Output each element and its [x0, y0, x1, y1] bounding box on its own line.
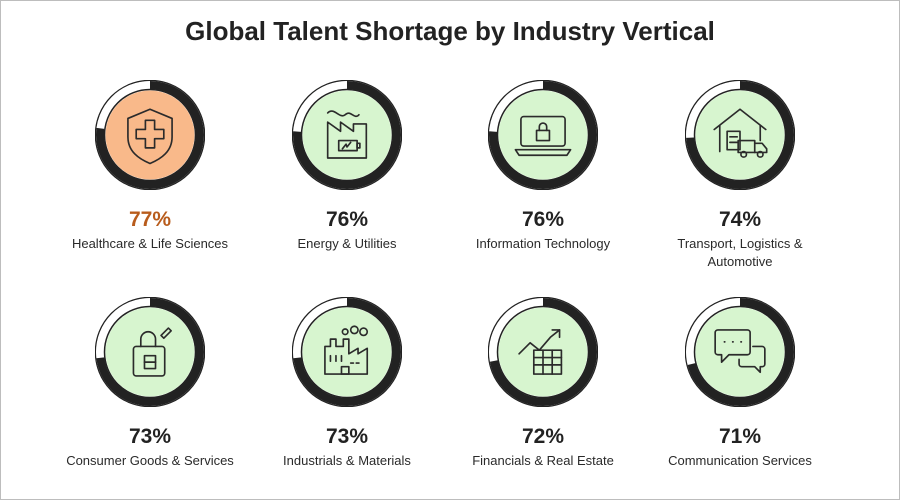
- progress-ring: [488, 80, 598, 190]
- industry-item: 72% Financials & Real Estate: [448, 297, 638, 470]
- finance-chart-icon: [518, 329, 563, 375]
- industry-item: 77% Healthcare & Life Sciences: [55, 80, 245, 253]
- ring-fill: [105, 90, 195, 180]
- ring-inner-outline: [103, 305, 197, 399]
- progress-arc: [489, 298, 597, 406]
- industry-item: 76% Information Technology: [448, 80, 638, 253]
- industry-label: Transport, Logistics & Automotive: [677, 236, 803, 269]
- progress-ring: [685, 297, 795, 407]
- ring-inner-outline: [693, 305, 787, 399]
- ring-outer-outline: [292, 80, 402, 190]
- progress-ring: [488, 297, 598, 407]
- ring-outer-outline: [292, 297, 402, 407]
- chart-title: Global Talent Shortage by Industry Verti…: [185, 16, 715, 46]
- value-label: 73%: [128, 425, 172, 448]
- ring-outer-outline: [488, 80, 598, 190]
- value-label: 74%: [718, 208, 762, 231]
- industry-item: 71% Communication Services: [645, 297, 835, 470]
- progress-ring: [292, 80, 402, 190]
- value-label: 71%: [718, 425, 762, 448]
- ring-fill: [302, 307, 392, 397]
- ring-fill: [105, 307, 195, 397]
- ring-fill: [302, 90, 392, 180]
- value-label: 76%: [325, 208, 369, 231]
- industry-label: Information Technology: [475, 236, 611, 251]
- ring-outer-outline: [95, 297, 205, 407]
- industry-label: Healthcare & Life Sciences: [71, 236, 229, 251]
- progress-ring: [685, 80, 795, 190]
- warehouse-truck-icon: [713, 108, 768, 158]
- value-label: 77%: [128, 208, 172, 231]
- industry-item: 74% Transport, Logistics & Automotive: [645, 80, 835, 271]
- progress-arc: [96, 81, 204, 189]
- progress-arc: [293, 298, 401, 406]
- progress-arc: [489, 81, 597, 189]
- chat-bubbles-icon: [714, 329, 766, 374]
- ring-outer-outline: [685, 297, 795, 407]
- progress-ring: [95, 297, 205, 407]
- ring-outer-outline: [95, 80, 205, 190]
- ring-inner-outline: [496, 305, 590, 399]
- progress-arc: [96, 298, 204, 406]
- value-label: 73%: [325, 425, 369, 448]
- industry-label: Communication Services: [668, 453, 812, 468]
- ring-inner-outline: [103, 88, 197, 182]
- ring-inner-outline: [693, 88, 787, 182]
- value-label: 76%: [521, 208, 565, 231]
- industry-label: Energy & Utilities: [297, 236, 397, 251]
- progress-ring: [95, 80, 205, 190]
- laptop-lock-icon: [514, 115, 572, 157]
- shopping-bag-icon: [132, 327, 172, 377]
- ring-fill: [498, 90, 588, 180]
- progress-arc: [293, 81, 401, 189]
- industry-item: 73% Industrials & Materials: [252, 297, 442, 470]
- progress-ring: [292, 297, 402, 407]
- shield-cross-icon: [127, 108, 173, 165]
- ring-fill: [695, 307, 785, 397]
- ring-inner-outline: [496, 88, 590, 182]
- industry-item: 73% Consumer Goods & Services: [55, 297, 245, 470]
- industry-label: Financials & Real Estate: [472, 453, 614, 468]
- industry-label: Consumer Goods & Services: [66, 453, 234, 468]
- value-label: 72%: [521, 425, 565, 448]
- factory-battery-icon: [326, 110, 368, 159]
- industrial-plant-icon: [324, 325, 369, 375]
- progress-arc: [686, 298, 794, 406]
- ring-outer-outline: [685, 80, 795, 190]
- progress-arc: [686, 81, 794, 189]
- ring-inner-outline: [300, 305, 394, 399]
- industry-label: Industrials & Materials: [283, 453, 411, 468]
- ring-outer-outline: [488, 297, 598, 407]
- industry-item: 76% Energy & Utilities: [252, 80, 442, 253]
- ring-inner-outline: [300, 88, 394, 182]
